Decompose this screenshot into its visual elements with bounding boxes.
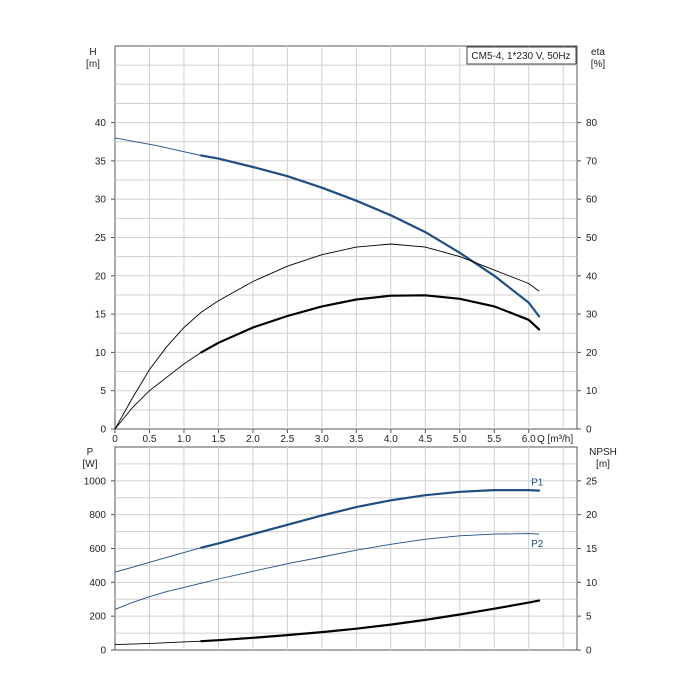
head-efficiency-right-tick-label: 30 xyxy=(586,310,598,321)
head-efficiency-left-tick-label: 25 xyxy=(95,233,107,244)
head-efficiency-left-tick-label: 0 xyxy=(100,425,106,436)
pump-model-legend-box xyxy=(466,46,577,65)
head-efficiency-right-tick-label: 0 xyxy=(586,425,592,436)
npsh-axis-unit: [m] xyxy=(596,459,610,470)
flow-axis-label: Q [m³/h] xyxy=(537,434,573,445)
head-efficiency-series-0-thin-line xyxy=(114,137,202,156)
power-npsh-series: P1 P2 xyxy=(114,478,544,646)
head-efficiency-panel: 0 5 10 15 20 25 30 35 40 0 10 20 30 40 50 60 70 80 0 0.5 1.0… xyxy=(86,45,606,445)
flow-tick-label: 3.0 xyxy=(315,434,329,445)
head-efficiency-left-tick-label: 20 xyxy=(95,271,107,282)
head-axis-unit: [m] xyxy=(86,59,100,70)
flow-tick-label: 0.5 xyxy=(143,434,157,445)
power-npsh-right-tick-label: 25 xyxy=(586,476,598,487)
power-npsh-left-tick-label: 200 xyxy=(89,612,106,623)
head-efficiency-right-tick-label: 20 xyxy=(586,348,598,359)
head-efficiency-series xyxy=(114,137,541,430)
head-efficiency-right-tick-label: 50 xyxy=(586,233,598,244)
flow-tick-label: 0 xyxy=(112,434,118,445)
head-efficiency-grid xyxy=(115,46,577,429)
flow-tick-label: 4.5 xyxy=(418,434,432,445)
head-efficiency-right-tick-label: 60 xyxy=(586,195,598,206)
head-efficiency-series-1-thin-line xyxy=(114,243,540,430)
series-label-p2: P2 xyxy=(531,539,544,550)
flow-tick-label: 1.5 xyxy=(211,434,225,445)
power-npsh-right-tick-label: 15 xyxy=(586,544,598,555)
head-efficiency-right-tick-label: 70 xyxy=(586,156,598,167)
pump-model-legend-text: CM5-4, 1*230 V, 50Hz xyxy=(471,51,570,62)
flow-tick-label: 5.5 xyxy=(487,434,501,445)
power-npsh-grid xyxy=(115,447,577,650)
npsh-axis-label: NPSH xyxy=(589,447,617,458)
power-npsh-right-tick-label: 10 xyxy=(586,578,598,589)
power-npsh-ticks: 0 200 400 600 800 1000 0 5 10 15 20 25 xyxy=(84,476,598,656)
power-npsh-series-0-thin-line xyxy=(114,547,202,573)
flow-tick-label: 5.0 xyxy=(453,434,467,445)
head-efficiency-series-2-thin-line xyxy=(114,352,202,430)
power-npsh-right-tick-label: 0 xyxy=(586,646,592,657)
head-efficiency-right-tick-label: 80 xyxy=(586,118,598,129)
power-npsh-series-0-bold-line xyxy=(200,489,541,549)
power-npsh-panel: P1 P2 0 200 400 600 800 1000 0 5 10 15 20 25 P [W] N… xyxy=(83,446,617,657)
head-efficiency-left-tick-label: 10 xyxy=(95,348,107,359)
flow-tick-label: 4.0 xyxy=(384,434,398,445)
head-efficiency-left-tick-label: 5 xyxy=(100,386,106,397)
power-axis-unit: [W] xyxy=(83,459,98,470)
head-efficiency-left-tick-label: 30 xyxy=(95,195,107,206)
power-npsh-series-2-thin-line xyxy=(114,640,202,646)
head-efficiency-left-tick-label: 40 xyxy=(95,118,107,129)
power-npsh-series-2-bold-line xyxy=(200,599,541,643)
flow-tick-label: 2.0 xyxy=(246,434,260,445)
power-npsh-left-tick-label: 0 xyxy=(100,646,106,657)
head-efficiency-left-tick-label: 35 xyxy=(95,156,107,167)
power-npsh-left-tick-label: 800 xyxy=(89,510,106,521)
power-npsh-left-tick-label: 400 xyxy=(89,578,106,589)
head-axis-label: H xyxy=(89,47,96,58)
head-efficiency-right-tick-label: 10 xyxy=(586,386,598,397)
power-axis-label: P xyxy=(87,447,94,458)
head-efficiency-left-tick-label: 15 xyxy=(95,310,107,321)
flow-tick-label: 3.5 xyxy=(349,434,363,445)
power-npsh-right-tick-label: 5 xyxy=(586,612,592,623)
head-efficiency-right-tick-label: 40 xyxy=(586,271,598,282)
head-efficiency-ticks: 0 5 10 15 20 25 30 35 40 0 10 20 30 40 50 60 70 80 0 0.5 1.0… xyxy=(95,118,598,445)
flow-tick-label: 2.5 xyxy=(280,434,294,445)
power-npsh-left-tick-label: 1000 xyxy=(84,476,107,487)
power-npsh-series-1-thin-line xyxy=(114,533,540,610)
power-npsh-right-tick-label: 20 xyxy=(586,510,598,521)
series-label-p1: P1 xyxy=(531,478,544,489)
power-npsh-left-tick-label: 600 xyxy=(89,544,106,555)
flow-tick-label: 6.0 xyxy=(522,434,536,445)
head-efficiency-series-2-bold-line xyxy=(200,294,541,354)
head-efficiency-series-0-bold-line xyxy=(200,154,541,318)
flow-tick-label: 1.0 xyxy=(177,434,191,445)
eta-axis-unit: [%] xyxy=(591,59,606,70)
eta-axis-label: eta xyxy=(591,47,605,58)
